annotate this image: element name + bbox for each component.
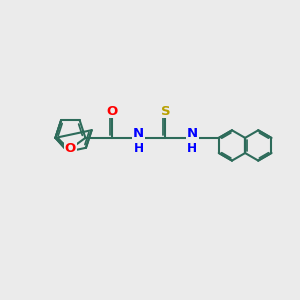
Text: H: H <box>187 142 197 155</box>
Text: N: N <box>187 128 198 140</box>
Text: O: O <box>65 142 76 155</box>
Text: S: S <box>161 105 170 118</box>
Text: N: N <box>133 128 144 140</box>
Text: H: H <box>134 142 144 155</box>
Text: O: O <box>106 105 118 118</box>
